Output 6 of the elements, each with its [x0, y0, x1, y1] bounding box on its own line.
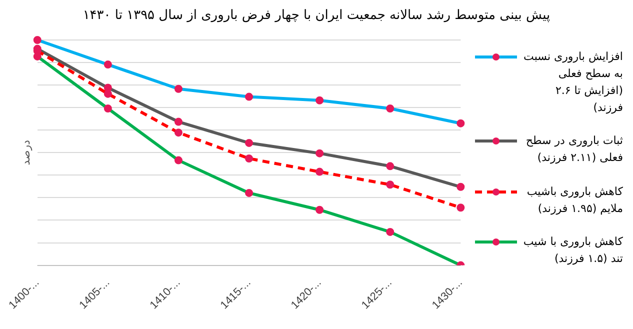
chart-title: پیش بینی متوسط رشد سالانه جمعیت ایران با چهار فرض باروری از سال ۱۳۹۵ تا ۱۴۳۰: [82, 8, 552, 25]
legend-label: کاهش باروری با شیب تند (۱.۵ فرزند): [523, 234, 623, 267]
legend-label: کاهش باروری باشیب ملایم (۱.۹۵ فرزند): [526, 184, 623, 217]
y-axis-title: درصد: [20, 140, 33, 166]
legend-label: ثبات باروری در سطح فعلی (۲.۱۱ فرزند): [524, 133, 623, 166]
legend-label: افزایش باروری نسبت به سطح فعلی (افزایش تا ۲.۶ فرزند): [523, 49, 623, 116]
